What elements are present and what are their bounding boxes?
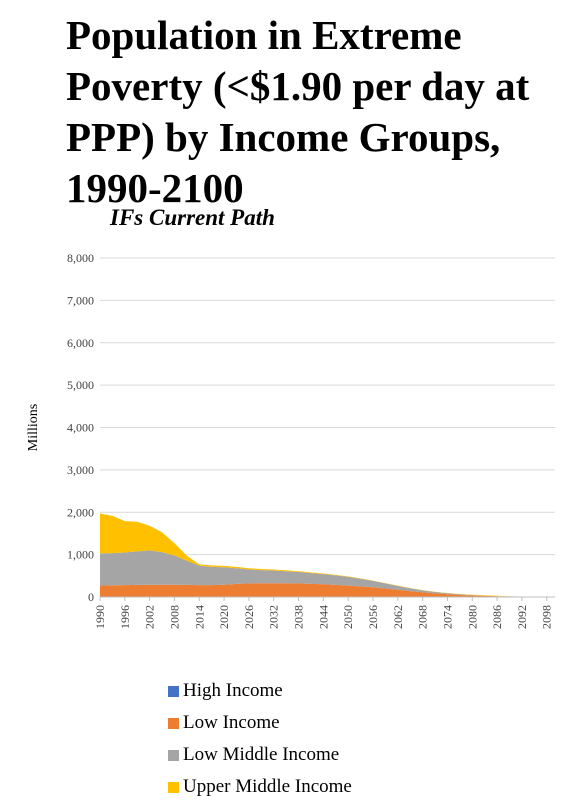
- legend-item-high-income: High Income: [168, 675, 352, 707]
- x-tick-label: 2002: [143, 605, 157, 629]
- x-tick-label: 1996: [118, 605, 132, 629]
- legend-item-low-income: Low Income: [168, 707, 352, 739]
- x-tick-label: 1990: [93, 605, 107, 629]
- x-tick-label: 2080: [465, 605, 479, 629]
- x-tick-label: 2056: [366, 605, 380, 629]
- x-tick-label: 2008: [167, 605, 181, 629]
- legend-label: Low Income: [183, 712, 280, 733]
- legend-item-low-middle-income: Low Middle Income: [168, 739, 352, 771]
- y-tick-label: 1,000: [67, 548, 94, 562]
- x-tick-label: 2026: [242, 605, 256, 629]
- x-tick-label: 2032: [267, 605, 281, 629]
- area-low-income: [100, 583, 555, 597]
- x-tick-label: 2068: [416, 605, 430, 629]
- chart-legend: High Income Low Income Low Middle Income Up…: [168, 675, 352, 803]
- y-tick-label: 3,000: [67, 463, 94, 477]
- y-axis-label: Millions: [26, 404, 41, 451]
- y-tick-label: 8,000: [67, 251, 94, 265]
- legend-label: High Income: [183, 680, 283, 701]
- x-tick-label: 2050: [341, 605, 355, 629]
- x-tick-label: 2020: [217, 605, 231, 629]
- x-tick-label: 2014: [192, 605, 206, 629]
- legend-swatch: [168, 749, 179, 761]
- legend-label: Upper Middle Income: [183, 776, 352, 797]
- x-tick-label: 2044: [316, 605, 330, 629]
- legend-swatch: [168, 685, 179, 697]
- y-tick-label: 2,000: [67, 505, 94, 519]
- y-tick-label: 7,000: [67, 293, 94, 307]
- y-tick-label: 5,000: [67, 378, 94, 392]
- legend-item-upper-middle-income: Upper Middle Income: [168, 771, 352, 803]
- y-tick-label: 4,000: [67, 421, 94, 435]
- area-low-middle-income: [100, 550, 555, 597]
- legend-swatch: [168, 781, 179, 793]
- x-tick-label: 2092: [515, 605, 529, 629]
- y-tick-label: 6,000: [67, 336, 94, 350]
- x-tick-label: 2074: [440, 605, 454, 629]
- legend-swatch: [168, 717, 179, 729]
- x-tick-label: 2098: [540, 605, 554, 629]
- x-tick-label: 2062: [391, 605, 405, 629]
- legend-label: Low Middle Income: [183, 744, 340, 765]
- y-tick-label: 0: [88, 590, 94, 604]
- x-tick-label: 2038: [292, 605, 306, 629]
- chart-subtitle: IFs Current Path: [110, 205, 275, 230]
- chart-title: Population in Extreme Poverty (<$1.90 pe…: [66, 12, 530, 211]
- area-chart: 0 1,000 2,000 3,000 4,000 5,000 6,000 7,000 8,00…: [26, 251, 555, 629]
- x-tick-label: 2086: [490, 605, 504, 629]
